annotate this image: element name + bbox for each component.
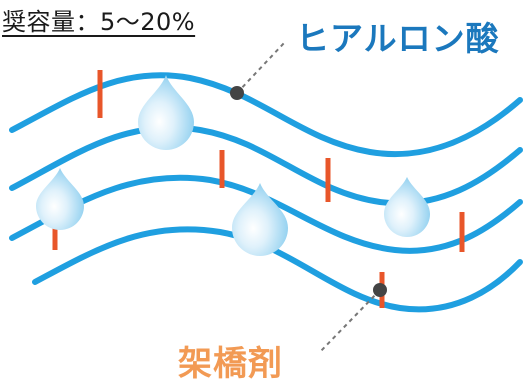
- dosage-caption: 奨容量：5〜20%: [2, 8, 196, 36]
- crosslinker-leader-line: [319, 289, 381, 353]
- crosslinker-pointer-dot: [373, 283, 387, 297]
- ha-strand-3: [9, 174, 523, 254]
- ha-strand-2: [9, 124, 523, 207]
- hyaluronic-acid-label: ヒアルロン酸: [296, 19, 500, 58]
- water-droplet-icon: [138, 75, 194, 150]
- ha-strand-1: [9, 72, 523, 158]
- water-droplet-icon: [36, 168, 84, 230]
- ha-pointer-dot: [230, 86, 244, 100]
- water-droplet-icon: [384, 177, 430, 237]
- crosslinker-label: 架橋剤: [178, 344, 283, 384]
- ha-strand-4: [32, 226, 523, 313]
- water-droplet-icon: [232, 183, 288, 256]
- ha-leader-line: [236, 41, 286, 94]
